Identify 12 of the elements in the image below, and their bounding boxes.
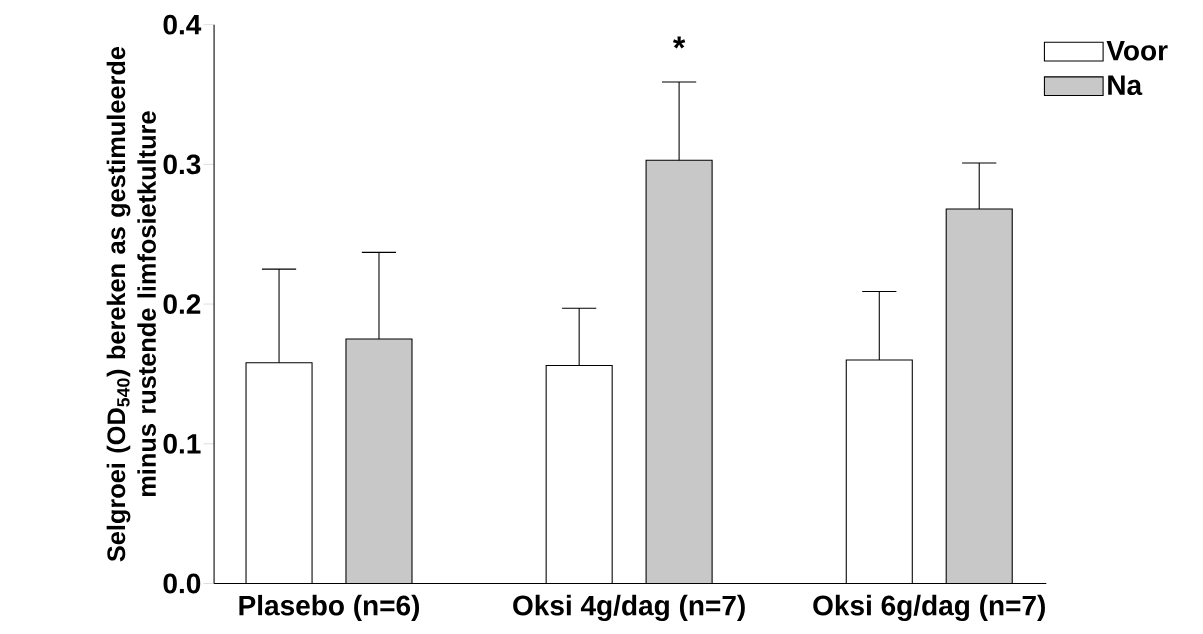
y-tick-label: 0.2 bbox=[163, 294, 201, 315]
legend-label: Voor bbox=[1106, 41, 1168, 61]
y-tick-label: 0.1 bbox=[163, 434, 201, 454]
y-tick-label: 0.0 bbox=[163, 573, 201, 594]
x-tick-label: Plasebo (n=6) bbox=[239, 595, 420, 622]
legend-label: Na bbox=[1108, 75, 1143, 96]
x-tick-label: Oksi 6g/dag (n=7) bbox=[813, 595, 1045, 622]
y-axis-title: Selgroei (OD$_{540}$) bereken as gestimuleerde minus rustende limfosietkulture bbox=[106, 47, 156, 562]
x-tick-label: Oksi 4g/dag (n=7) bbox=[513, 595, 745, 622]
y-tick-label: 0.3 bbox=[163, 154, 201, 175]
annotation: * bbox=[672, 36, 686, 49]
y-tick-label: 0.4 bbox=[163, 15, 202, 35]
